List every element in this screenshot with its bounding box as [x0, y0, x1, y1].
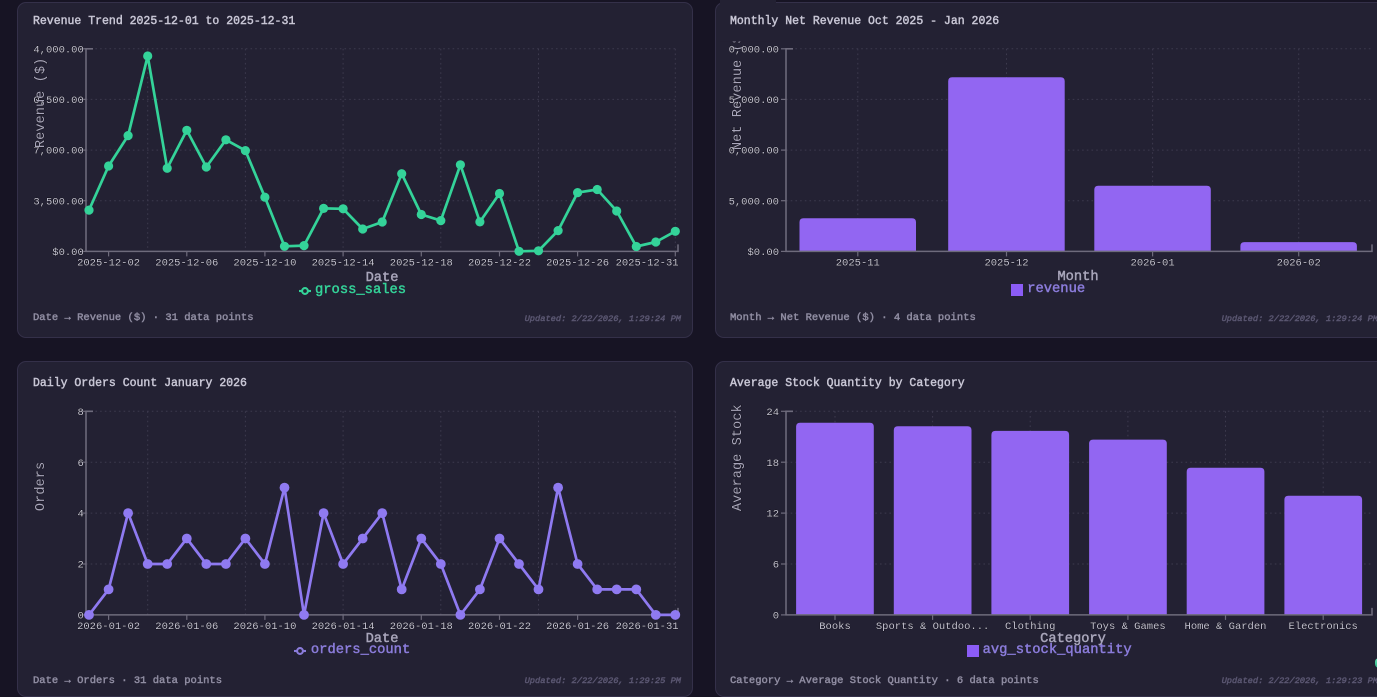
svg-text:2026-01-26: 2026-01-26 — [546, 621, 609, 633]
svg-text:2026-01-02: 2026-01-02 — [77, 621, 140, 633]
svg-text:2025-12: 2025-12 — [984, 257, 1028, 269]
svg-text:2025-12-22: 2025-12-22 — [468, 257, 531, 269]
svg-text:4: 4 — [77, 509, 83, 521]
svg-text:$0.00: $0.00 — [747, 247, 779, 259]
svg-text:0: 0 — [773, 611, 779, 623]
svg-text:2025-12-26: 2025-12-26 — [546, 257, 609, 269]
svg-text:2026-02: 2026-02 — [1277, 257, 1321, 269]
svg-text:2025-12-31: 2025-12-31 — [616, 257, 679, 269]
svg-text:24: 24 — [766, 407, 779, 419]
svg-text:2025-11: 2025-11 — [836, 257, 880, 269]
svg-text:2025-12-18: 2025-12-18 — [390, 257, 453, 269]
svg-text:12: 12 — [766, 509, 779, 521]
svg-text:7,000.00: 7,000.00 — [33, 146, 83, 158]
svg-text:2026-01-18: 2026-01-18 — [390, 621, 453, 633]
svg-text:Revenue ($): Revenue ($) — [34, 58, 49, 148]
svg-text:$0.00: $0.00 — [52, 247, 84, 259]
svg-text:6: 6 — [773, 560, 779, 572]
svg-text:0,000.00: 0,000.00 — [729, 44, 779, 56]
svg-text:2: 2 — [77, 560, 83, 572]
svg-text:6: 6 — [77, 458, 83, 470]
svg-text:4,000.00: 4,000.00 — [33, 44, 83, 56]
svg-text:Home & Garden: Home & Garden — [1185, 621, 1267, 633]
svg-text:Average Stock: Average Stock — [731, 404, 746, 511]
svg-text:2026-01-22: 2026-01-22 — [468, 621, 531, 633]
svg-text:2026-01-10: 2026-01-10 — [233, 621, 296, 633]
svg-text:2026-01-06: 2026-01-06 — [155, 621, 218, 633]
svg-text:8: 8 — [77, 407, 83, 419]
svg-text:2025-12-14: 2025-12-14 — [312, 257, 375, 269]
svg-text:0: 0 — [77, 611, 83, 623]
svg-text:2025-12-02: 2025-12-02 — [77, 257, 140, 269]
svg-text:Books: Books — [819, 621, 851, 633]
svg-text:2025-12-06: 2025-12-06 — [155, 257, 218, 269]
svg-text:Sports & Outdoo...: Sports & Outdoo... — [876, 621, 989, 633]
svg-text:5,000.00: 5,000.00 — [729, 196, 779, 208]
svg-text:Electronics: Electronics — [1289, 621, 1358, 633]
svg-text:Clothing: Clothing — [1005, 621, 1055, 633]
svg-text:2026-01: 2026-01 — [1131, 257, 1175, 269]
svg-text:18: 18 — [766, 458, 779, 470]
svg-text:2026-01-31: 2026-01-31 — [616, 621, 679, 633]
svg-text:Orders: Orders — [34, 462, 49, 511]
svg-text:5,000.00: 5,000.00 — [729, 95, 779, 107]
svg-text:Toys & Games: Toys & Games — [1090, 621, 1166, 633]
svg-text:Net Revenue ($): Net Revenue ($) — [731, 27, 746, 150]
svg-text:0,000.00: 0,000.00 — [729, 146, 779, 158]
svg-text:2026-01-14: 2026-01-14 — [312, 621, 375, 633]
svg-text:0,500.00: 0,500.00 — [33, 95, 83, 107]
svg-text:2025-12-10: 2025-12-10 — [233, 257, 296, 269]
svg-text:3,500.00: 3,500.00 — [33, 196, 83, 208]
